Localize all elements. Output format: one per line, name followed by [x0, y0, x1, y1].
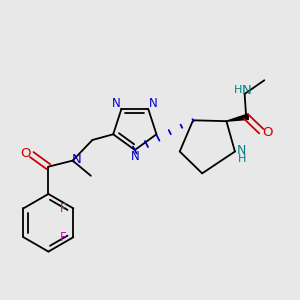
Text: N: N [112, 97, 120, 110]
Text: F: F [60, 231, 67, 244]
Text: N: N [130, 150, 139, 163]
Text: N: N [149, 97, 158, 110]
Text: H: H [237, 154, 246, 164]
Text: F: F [60, 202, 67, 215]
Text: N: N [242, 84, 252, 97]
Text: N: N [237, 143, 246, 157]
Text: O: O [263, 126, 273, 139]
Text: O: O [20, 146, 30, 160]
Text: N: N [72, 153, 82, 166]
Polygon shape [226, 114, 248, 121]
Text: H: H [234, 85, 242, 95]
